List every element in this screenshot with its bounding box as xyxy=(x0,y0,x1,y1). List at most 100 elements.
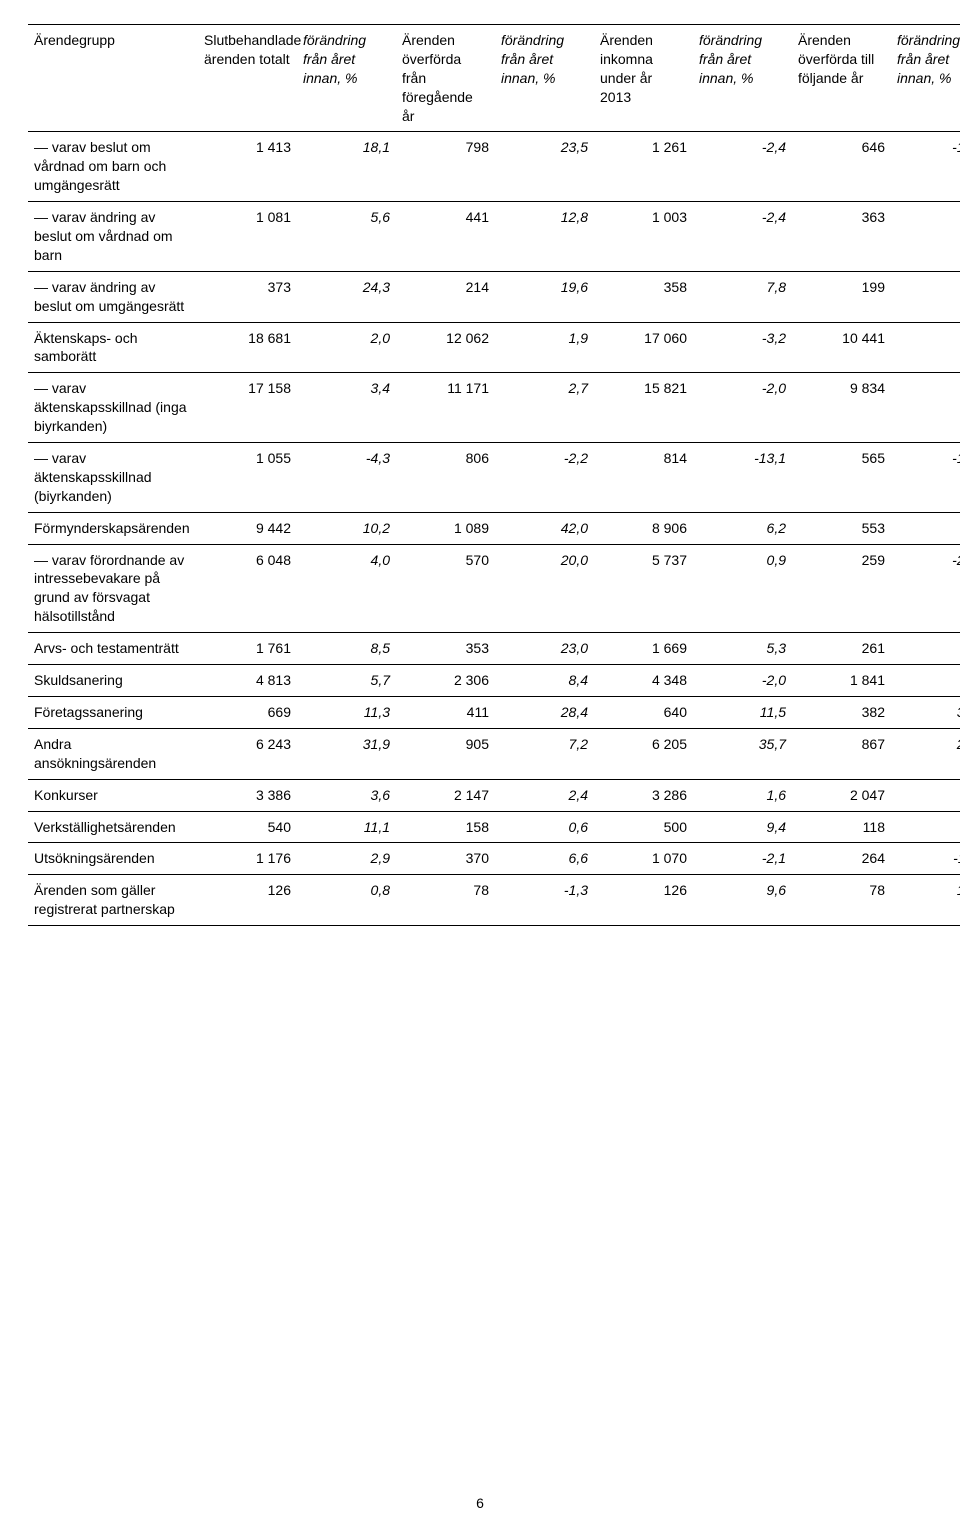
data-cell: 12 062 xyxy=(396,322,495,373)
column-header: Ärenden överförda till följande år xyxy=(792,25,891,132)
data-cell: 18 681 xyxy=(198,322,297,373)
data-cell: 10,2 xyxy=(297,512,396,544)
row-label-cell: — varav ändring av beslut om umgängesrät… xyxy=(28,271,198,322)
data-cell: 15 821 xyxy=(594,373,693,443)
data-cell: 12,8 xyxy=(495,202,594,272)
data-cell: -6,0 xyxy=(891,512,960,544)
data-cell: 17 060 xyxy=(594,322,693,373)
data-cell: 78 xyxy=(792,875,891,926)
table-row: Andra ansökningsärenden6 24331,99057,26 … xyxy=(28,728,960,779)
data-cell: 1 413 xyxy=(198,132,297,202)
data-cell: 373 xyxy=(198,271,297,322)
data-cell: 353 xyxy=(396,633,495,665)
data-cell: 4 348 xyxy=(594,665,693,697)
data-cell: -7,8 xyxy=(891,811,960,843)
row-label-cell: Utsökningsärenden xyxy=(28,843,198,875)
row-label-cell: Andra ansökningsärenden xyxy=(28,728,198,779)
data-cell: 158 xyxy=(396,811,495,843)
table-row: Konkurser3 3863,62 1472,43 2861,62 047-0… xyxy=(28,779,960,811)
data-cell: -5,7 xyxy=(891,373,960,443)
page-number: 6 xyxy=(0,1495,960,1511)
table-header-row: Ärendegrupp Slutbehandlade ärenden totalt… xyxy=(28,25,960,132)
row-label-cell: Ärenden som gäller registrerat partnersk… xyxy=(28,875,198,926)
data-cell: -2,2 xyxy=(495,443,594,513)
data-cell: 4,8 xyxy=(891,633,960,665)
data-cell: 6 205 xyxy=(594,728,693,779)
table-row: Utsökningsärenden1 1762,93706,61 070-2,1… xyxy=(28,843,960,875)
data-cell: 11,5 xyxy=(693,696,792,728)
data-cell: 23,5 xyxy=(495,132,594,202)
data-cell: 9,4 xyxy=(693,811,792,843)
column-header: förändring från året innan, % xyxy=(693,25,792,132)
row-label-cell: — varav beslut om vårdnad om barn och um… xyxy=(28,132,198,202)
data-cell: 1 081 xyxy=(198,202,297,272)
data-cell: 2 306 xyxy=(396,665,495,697)
data-cell: 11,3 xyxy=(297,696,396,728)
data-cell: 7,8 xyxy=(693,271,792,322)
data-cell: 798 xyxy=(396,132,495,202)
data-cell: 441 xyxy=(396,202,495,272)
data-cell: 646 xyxy=(792,132,891,202)
column-header-text: Slutbehandlade ärenden totalt xyxy=(204,32,301,67)
column-header: Slutbehandlade ärenden totalt xyxy=(198,25,297,132)
column-header: Ärendegrupp xyxy=(28,25,198,132)
table-row: — varav beslut om vårdnad om barn och um… xyxy=(28,132,960,202)
data-cell: 5 737 xyxy=(594,544,693,633)
data-cell: 8,5 xyxy=(297,633,396,665)
data-cell: -2,4 xyxy=(693,202,792,272)
column-header-text: Ärenden överförda till följande år xyxy=(798,32,874,86)
data-cell: 382 xyxy=(792,696,891,728)
data-cell: -3,2 xyxy=(693,322,792,373)
data-cell: 13,0 xyxy=(891,875,960,926)
row-label-cell: Äktenskaps- och samborätt xyxy=(28,322,198,373)
data-cell: -13,1 xyxy=(693,443,792,513)
table-row: Äktenskaps- och samborätt18 6812,012 062… xyxy=(28,322,960,373)
table-row: — varav ändring av beslut om vårdnad om … xyxy=(28,202,960,272)
table-row: — varav äktenskapsskillnad (biyrkanden)1… xyxy=(28,443,960,513)
data-cell: 27,3 xyxy=(891,728,960,779)
data-cell: -2,1 xyxy=(693,843,792,875)
data-cell: 905 xyxy=(396,728,495,779)
data-cell: 18,1 xyxy=(297,132,396,202)
data-cell: 11,1 xyxy=(297,811,396,843)
column-header-text: Ärenden överförda från föregående år xyxy=(402,32,473,124)
data-cell: -1,3 xyxy=(495,875,594,926)
data-cell: 6,6 xyxy=(495,843,594,875)
data-cell: 640 xyxy=(594,696,693,728)
column-header: Ärenden överförda från föregående år xyxy=(396,25,495,132)
column-header-text: Ärendegrupp xyxy=(34,32,115,48)
data-cell: 19,6 xyxy=(495,271,594,322)
data-cell: 8 906 xyxy=(594,512,693,544)
data-cell: 1 761 xyxy=(198,633,297,665)
data-cell: 3 386 xyxy=(198,779,297,811)
data-cell: 2 147 xyxy=(396,779,495,811)
data-cell: 370 xyxy=(396,843,495,875)
data-cell: 411 xyxy=(396,696,495,728)
data-cell: 1 841 xyxy=(792,665,891,697)
data-cell: 1 055 xyxy=(198,443,297,513)
data-cell: 20,0 xyxy=(495,544,594,633)
row-label-cell: — varav äktenskapsskillnad (inga biyrkan… xyxy=(28,373,198,443)
data-cell: 42,0 xyxy=(495,512,594,544)
data-cell: 2,9 xyxy=(297,843,396,875)
data-cell: 118 xyxy=(792,811,891,843)
data-cell: 2,0 xyxy=(297,322,396,373)
data-cell: 9 834 xyxy=(792,373,891,443)
data-cell: -5,7 xyxy=(891,271,960,322)
data-cell: 1 669 xyxy=(594,633,693,665)
data-cell: 500 xyxy=(594,811,693,843)
data-cell: -8,1 xyxy=(891,202,960,272)
row-label-cell: — varav äktenskapsskillnad (biyrkanden) xyxy=(28,443,198,513)
data-cell: -2,0 xyxy=(693,665,792,697)
data-cell: 126 xyxy=(198,875,297,926)
data-cell: 540 xyxy=(198,811,297,843)
data-cell: 358 xyxy=(594,271,693,322)
data-cell: -2,0 xyxy=(693,373,792,443)
data-cell: 565 xyxy=(792,443,891,513)
data-cell: 0,6 xyxy=(495,811,594,843)
document-page: Ärendegrupp Slutbehandlade ärenden totalt… xyxy=(0,0,960,1531)
data-cell: 6,2 xyxy=(693,512,792,544)
data-cell: 553 xyxy=(792,512,891,544)
data-cell: 30,4 xyxy=(891,696,960,728)
row-label-cell: Förmynderskapsärenden xyxy=(28,512,198,544)
